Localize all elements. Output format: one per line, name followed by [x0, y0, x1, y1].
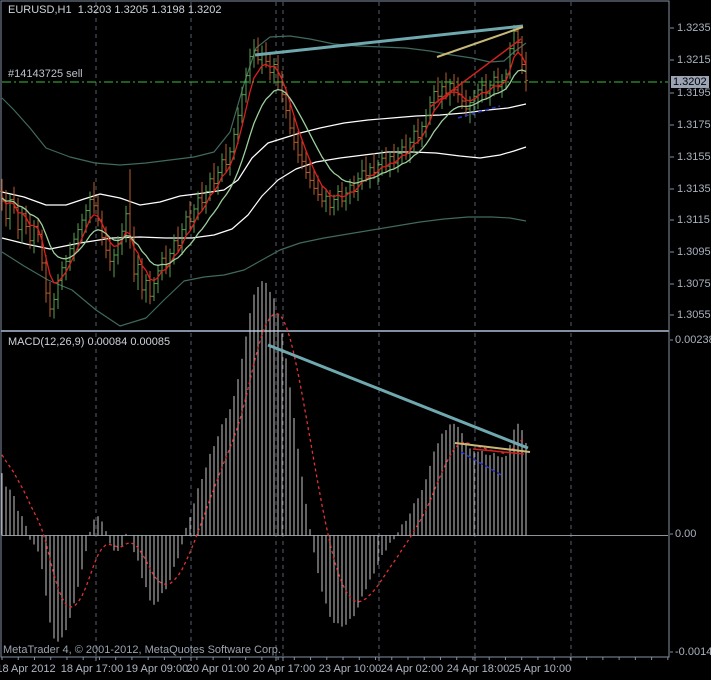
price-tick-label: 1.3215	[677, 54, 711, 66]
price-tick-label: 1.3055	[677, 309, 711, 321]
time-tick-label: 20 Apr 01:00	[186, 663, 250, 675]
macd-signal-value: 0.00085	[130, 336, 171, 348]
symbol-timeframe-label: EURUSD,H1	[8, 4, 72, 16]
time-tick-label: 18 Apr 17:00	[60, 663, 124, 675]
macd-indicator-label: MACD(12,26,9) 0.00084 0.00085	[8, 336, 171, 348]
price-tick-label: 1.3095	[677, 246, 711, 258]
time-tick-label: 19 Apr 09:00	[125, 663, 189, 675]
macd-tick-label: 0.00238	[675, 334, 711, 346]
time-tick-label: 23 Apr 10:00	[318, 663, 382, 675]
time-tick-label: 24 Apr 02:00	[380, 663, 444, 675]
order-line-label[interactable]: #14143725 sell	[8, 68, 83, 80]
time-tick-label: 25 Apr 10:00	[508, 663, 572, 675]
price-tick-label: 1.3075	[677, 278, 711, 290]
time-tick-label: 24 Apr 18:00	[446, 663, 510, 675]
macd-value: 0.00084	[87, 336, 128, 348]
copyright-text: MetaTrader 4, © 2001-2012, MetaQuotes So…	[3, 644, 281, 656]
time-tick-label: 20 Apr 17:00	[252, 663, 316, 675]
price-tick-label: 1.3195	[677, 87, 711, 99]
macd-tick-label: -0.00146	[675, 646, 711, 658]
price-tick-label: 1.3235	[677, 22, 711, 34]
price-tick-label: 1.3135	[677, 183, 711, 195]
macd-tick-label: 0.00	[675, 528, 697, 540]
chart-header: EURUSD,H1 1.3203 1.3205 1.3198 1.3202	[8, 4, 222, 17]
time-tick-label: 18 Apr 2012	[0, 663, 56, 675]
price-tick-label: 1.3155	[677, 151, 711, 163]
ohlc-readout: 1.3203 1.3205 1.3198 1.3202	[77, 4, 222, 16]
price-tick-label: 1.3175	[677, 119, 711, 131]
price-tick-label: 1.3115	[677, 214, 710, 226]
current-price-tag: 1.3202	[671, 76, 709, 88]
